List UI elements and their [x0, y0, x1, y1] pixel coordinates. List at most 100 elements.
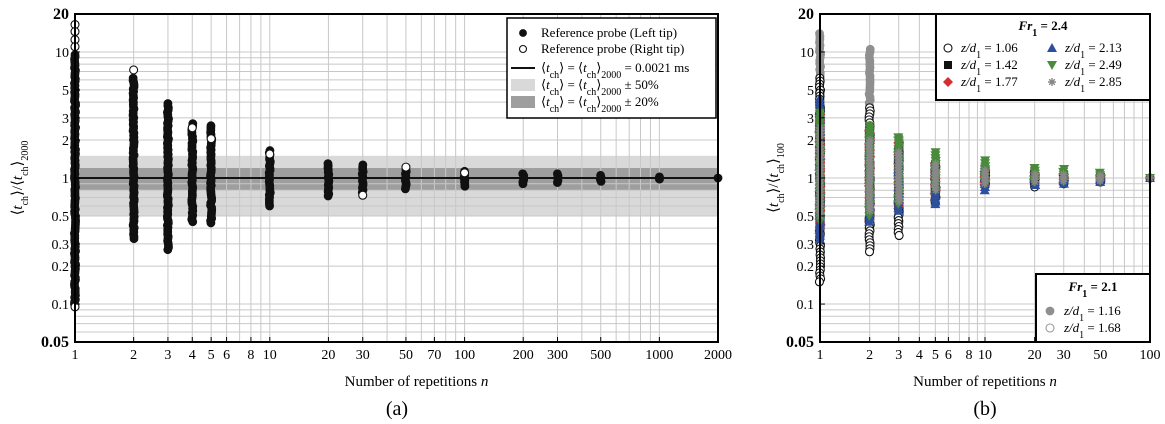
chart-b: 1 2 3 4 5 6 8 10 20 30 50 100 0.050.10.20.30.512351… — [766, 6, 1161, 420]
text-span: t — [10, 175, 26, 180]
y-tick-label: 0.1 — [52, 298, 70, 313]
series-0-point — [894, 230, 904, 241]
legend-band-20-label: ⟨tch⟩ = ⟨tch⟩2000 ± 20% — [541, 94, 659, 115]
chart-a-x-ticks: 1 2 3 4 5 6 8 10 20 30 50 70 100 200 300 500 1000 2000 — [72, 337, 732, 363]
text-span: = 2.13 — [1085, 40, 1122, 55]
text-span: 1 — [1079, 330, 1084, 341]
left-tip-point — [400, 184, 410, 194]
text-span: ⟩ = ⟨ — [559, 77, 583, 92]
y-tick-label: 1 — [62, 172, 69, 187]
text-span: Fr — [1068, 279, 1084, 294]
left-tip-point — [460, 181, 470, 191]
text-span: Fr — [1018, 18, 1034, 33]
left-tip-point — [596, 176, 606, 186]
series-5-point — [865, 186, 874, 195]
legend-top-marker — [943, 43, 953, 53]
text-span: = 1.06 — [981, 40, 1018, 55]
x-tick-label: 3 — [164, 348, 171, 363]
x-tick-label: 1 — [72, 348, 79, 363]
x-tick-label: 70 — [427, 348, 441, 363]
legend-bottom-marker — [1045, 323, 1055, 333]
text-span: z/d — [1064, 74, 1081, 89]
x-tick-label: 2 — [130, 348, 137, 363]
x-tick-label: 6 — [223, 348, 230, 363]
text-span: = 2.1 — [1087, 279, 1117, 294]
series-4-point — [864, 211, 875, 221]
y-tick-label: 10 — [55, 46, 69, 61]
text-span: 1 — [976, 50, 981, 61]
text-span: ⟩ — [10, 161, 26, 167]
series-3-point — [930, 199, 941, 209]
text-span: = 2.49 — [1085, 57, 1122, 72]
text-span: z/d — [1063, 303, 1080, 318]
text-span: ⟨ — [766, 207, 782, 213]
legend-band-50-swatch — [511, 79, 535, 91]
text-span: = 2.4 — [1037, 18, 1068, 33]
text-span: = 1.77 — [981, 74, 1018, 89]
x-tick-label: 3 — [895, 348, 902, 363]
legend-bottom-box — [1035, 273, 1151, 343]
series-5-point — [866, 189, 875, 198]
legend-top-label: z/d1 = 1.42 — [960, 57, 1018, 78]
text-span: 2000 — [20, 141, 31, 161]
x-tick-label: 5 — [932, 348, 939, 363]
chart-a-x-axis-label: Number of repetitions n — [345, 374, 489, 390]
x-tick-label: 2000 — [704, 348, 732, 363]
x-tick-label: 6 — [945, 348, 952, 363]
legend-top-title: Fr1 = 2.4 — [1018, 18, 1068, 39]
left-tip-point — [518, 179, 528, 189]
series-5-point — [895, 197, 904, 206]
legend-left-tip-marker — [519, 29, 527, 37]
chart-b-x-axis-label: Number of repetitions n — [913, 374, 1057, 390]
series-0-point — [864, 247, 875, 257]
series-5-point — [931, 186, 940, 195]
legend-top-marker — [944, 61, 952, 69]
legend-top-box — [935, 13, 1151, 101]
text-span: ch — [550, 104, 559, 115]
text-span: 1 — [1079, 313, 1084, 324]
legend-top-marker — [1047, 61, 1057, 70]
text-span: t — [10, 205, 26, 210]
legend-top-label: z/d1 = 2.13 — [1064, 40, 1122, 61]
text-span: 1 — [1032, 28, 1037, 39]
legend-top-label: z/d1 = 1.77 — [960, 74, 1018, 95]
right-tip-point — [401, 162, 411, 172]
series-3-point — [893, 205, 904, 215]
text-span: z/d — [960, 57, 977, 72]
text-span: ± 20% — [621, 94, 659, 109]
text-span: z/d — [960, 74, 977, 89]
x-tick-label: 100 — [454, 348, 475, 363]
text-span: ⟨ — [10, 210, 26, 216]
text-span: 1 — [1080, 84, 1085, 95]
y-tick-label: 3 — [62, 112, 69, 127]
text-span: = 0.0021 ms — [621, 60, 689, 75]
right-tip-point — [460, 168, 470, 178]
right-tip-point — [265, 149, 275, 159]
y-tick-label: 20 — [53, 6, 69, 23]
legend-top-label: z/d1 = 2.49 — [1064, 57, 1122, 78]
text-span: t — [583, 60, 587, 75]
y-tick-label: 20 — [798, 6, 814, 23]
series-5-point — [865, 206, 874, 215]
text-span: 1 — [1080, 50, 1085, 61]
left-tip-point — [323, 191, 333, 201]
text-span: ch — [20, 166, 31, 175]
chart-b-legend-bottom: Fr1 = 2.1z/d1 = 1.16z/d1 = 1.68 — [1035, 273, 1151, 343]
text-span: ⟩/⟨ — [766, 178, 782, 194]
legend-bottom-title: Fr1 = 2.1 — [1068, 279, 1118, 300]
y-tick-label: 1 — [807, 172, 814, 187]
right-tip-point — [187, 123, 197, 133]
x-tick-label: 4 — [189, 348, 196, 363]
series-3-point — [979, 185, 990, 195]
y-tick-label: 0.5 — [52, 210, 70, 225]
y-tick-label: 2 — [62, 134, 69, 149]
right-tip-point — [206, 134, 216, 144]
legend-bottom-label: z/d1 = 1.16 — [1063, 303, 1121, 324]
text-span: ch — [776, 193, 787, 202]
text-span: z/d — [960, 40, 977, 55]
series-5-point — [981, 176, 990, 185]
right-tip-point — [358, 190, 368, 200]
series-5-point — [1031, 177, 1039, 186]
x-tick-label: 300 — [547, 348, 568, 363]
